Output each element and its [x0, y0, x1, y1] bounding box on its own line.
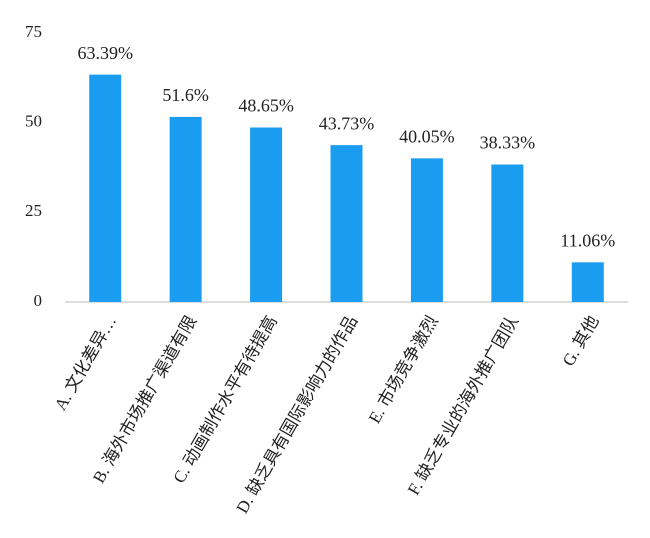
value-label: 11.06% — [560, 230, 615, 250]
value-label: 38.33% — [480, 133, 536, 153]
y-tick-label: 0 — [34, 291, 43, 310]
bar — [89, 74, 122, 302]
y-tick-label: 75 — [25, 22, 42, 41]
value-label: 43.73% — [319, 113, 375, 133]
y-tick-label: 25 — [25, 201, 42, 220]
x-tick-label: E. 市场竞争激烈 — [365, 312, 442, 426]
bar — [169, 116, 202, 302]
bar — [491, 164, 524, 302]
bar — [250, 127, 283, 302]
value-label: 51.6% — [162, 85, 209, 105]
value-label: 40.05% — [399, 126, 455, 146]
x-tick-label: G. 其他 — [559, 312, 603, 369]
bar — [571, 262, 604, 302]
x-tick-label: A. 文化差异… — [51, 312, 120, 413]
bar — [330, 145, 363, 302]
bar — [410, 158, 443, 302]
value-label: 48.65% — [238, 96, 294, 116]
value-label: 63.39% — [77, 43, 133, 63]
y-tick-label: 50 — [25, 112, 42, 131]
